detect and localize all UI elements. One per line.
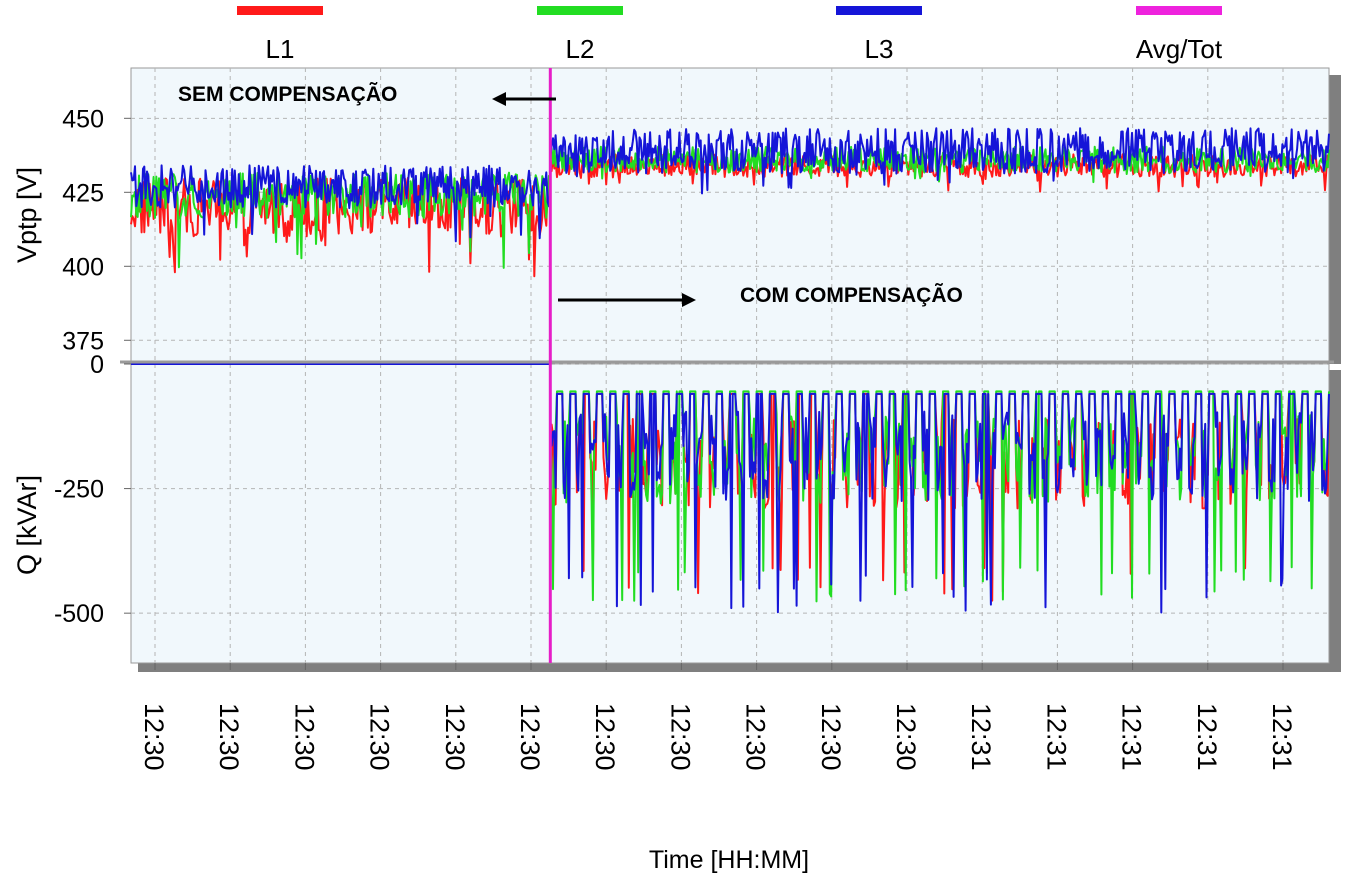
y-tick-label: 0 (90, 351, 104, 379)
legend-swatch-l3 (836, 6, 922, 15)
legend: L1 L2 L3 Avg/Tot (237, 6, 1223, 64)
x-tick-label: 12:31 (1041, 703, 1071, 771)
y-tick-label: 400 (62, 253, 104, 281)
y-tick-label: 425 (62, 179, 104, 207)
annotation-after: COM COMPENSAÇÃO (740, 284, 963, 307)
legend-swatch-avg (1136, 6, 1222, 15)
y-tick-label: 375 (62, 327, 104, 355)
x-tick-label: 12:30 (365, 703, 395, 771)
x-tick-label: 12:31 (1192, 703, 1222, 771)
x-tick-label: 12:30 (741, 703, 771, 771)
legend-label-avg: Avg/Tot (1136, 34, 1223, 64)
y-tick-label: 450 (62, 105, 104, 133)
arrow-right (558, 293, 696, 307)
legend-swatch-l2 (537, 6, 623, 15)
x-tick-label: 12:30 (515, 703, 545, 771)
x-tick-label: 12:30 (665, 703, 695, 771)
legend-swatch-l1 (237, 6, 323, 15)
x-tick-label: 12:31 (966, 703, 996, 771)
series-lines (130, 127, 1330, 614)
x-tick-label: 12:30 (214, 703, 244, 771)
x-tick-label: 12:30 (891, 703, 921, 771)
grid-lines (124, 68, 1329, 670)
y-axis-label-reactive: Q [kVAr] (12, 475, 42, 575)
x-axis-label: Time [HH:MM] (649, 846, 809, 874)
annotation-before: SEM COMPENSAÇÃO (178, 83, 397, 106)
x-tick-label: 12:31 (1267, 703, 1297, 771)
legend-label-l2: L2 (566, 34, 595, 64)
series-l3-line (130, 127, 1330, 243)
arrow-left (492, 92, 556, 106)
x-tick-label: 12:30 (816, 703, 846, 771)
top-plot-area (130, 67, 1330, 362)
x-tick-label: 12:30 (289, 703, 319, 771)
y-axis-label-voltage: Vptp [V] (12, 167, 42, 263)
x-tick-label: 12:30 (590, 703, 620, 771)
x-tick-labels: 12:30 12:30 12:30 12:30 12:30 12:30 12:30 12:30… (139, 703, 1297, 771)
x-tick-label: 12:30 (440, 703, 470, 771)
legend-label-l3: L3 (865, 34, 894, 64)
series-l3-line (131, 363, 1330, 614)
y-tick-label: -500 (54, 600, 104, 628)
y-tick-label: -250 (54, 476, 104, 504)
x-tick-label: 12:31 (1117, 703, 1147, 771)
y-tick-labels: 375 400 425 450 0 -250 -500 (54, 105, 104, 628)
legend-label-l1: L1 (266, 34, 295, 64)
x-tick-label: 12:30 (139, 703, 169, 771)
